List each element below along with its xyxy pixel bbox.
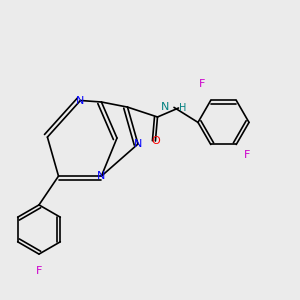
Text: N: N	[76, 95, 85, 106]
Text: H: H	[178, 103, 186, 113]
Text: N: N	[134, 139, 142, 149]
Text: N: N	[161, 102, 170, 112]
Text: F: F	[199, 79, 205, 89]
Text: O: O	[151, 136, 160, 146]
Text: F: F	[244, 150, 250, 160]
Text: F: F	[36, 266, 42, 276]
Text: N: N	[97, 171, 106, 181]
